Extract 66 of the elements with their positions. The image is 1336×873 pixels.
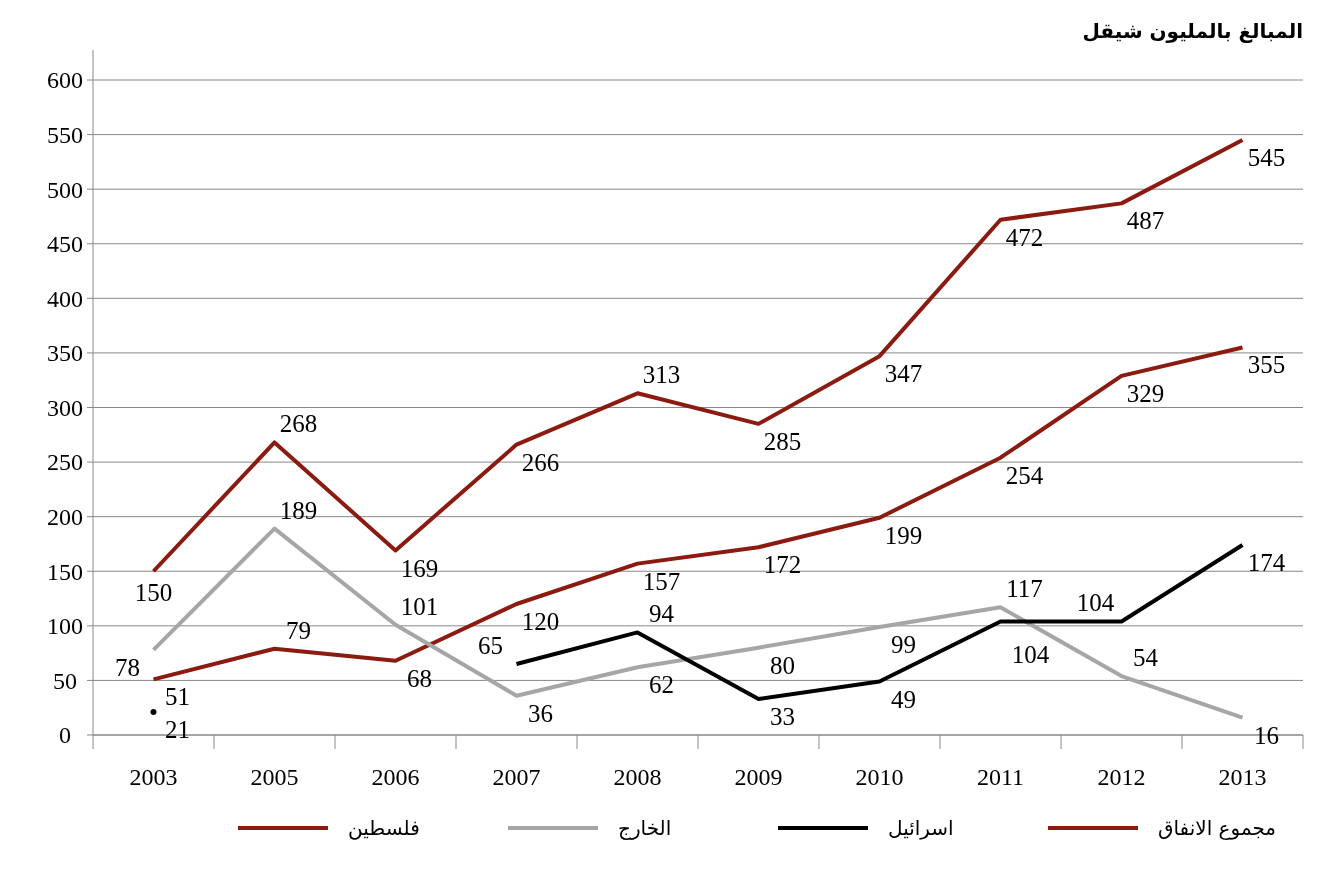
data-label: 80 [770, 651, 795, 679]
legend-label: فلسطين [348, 816, 420, 840]
data-label: 150 [134, 579, 173, 607]
data-label: 329 [1126, 379, 1165, 407]
data-label: 268 [279, 410, 318, 438]
data-label: 68 [407, 664, 432, 692]
data-label: 62 [649, 671, 674, 699]
data-label: 99 [891, 630, 916, 658]
x-tick-label: 2005 [250, 764, 299, 790]
data-label: 174 [1247, 549, 1286, 577]
data-label: 21 [165, 716, 190, 744]
data-label: 355 [1247, 351, 1286, 379]
y-tick-label: 50 [53, 667, 77, 694]
x-tick-label: 2008 [613, 764, 662, 790]
data-label: 169 [400, 554, 439, 582]
x-tick-label: 2003 [129, 764, 178, 790]
data-label: 266 [521, 448, 560, 476]
data-label: 172 [763, 551, 802, 579]
data-label: 313 [642, 361, 681, 389]
data-label: 157 [642, 567, 681, 595]
data-label: 254 [1005, 461, 1044, 489]
data-label: 117 [1006, 575, 1043, 603]
data-label: 104 [1076, 589, 1115, 617]
x-tick-label: 2011 [976, 764, 1025, 790]
data-label: 94 [649, 600, 675, 628]
y-tick-label: 250 [47, 449, 83, 476]
y-axis-title: المبالغ بالمليون شيقل [1082, 19, 1303, 43]
data-label: 36 [528, 699, 553, 727]
data-label: 51 [165, 683, 190, 711]
y-tick-label: 350 [47, 340, 83, 367]
data-label: 16 [1254, 721, 1279, 749]
data-label: 120 [521, 608, 560, 635]
data-label: 54 [1133, 644, 1159, 672]
legend-label: الخارج [618, 816, 672, 840]
y-tick-label: 200 [47, 504, 83, 531]
data-label: 285 [763, 427, 802, 455]
data-label: 347 [884, 360, 923, 388]
legend-label: اسرائيل [888, 816, 954, 840]
y-tick-label: 400 [47, 285, 83, 312]
x-tick-label: 2009 [734, 764, 783, 790]
data-label: 79 [286, 616, 311, 644]
x-tick-label: 2007 [492, 764, 541, 790]
data-label: 33 [770, 702, 795, 730]
x-tick-label: 2006 [371, 764, 420, 790]
x-tick-label: 2010 [855, 764, 904, 790]
y-tick-label: 150 [47, 558, 83, 585]
data-label: 49 [891, 685, 916, 713]
legend-label: مجموع الانفاق [1158, 816, 1277, 840]
y-tick-label: 600 [47, 67, 83, 94]
data-label: 78 [115, 653, 140, 681]
data-label: 472 [1005, 223, 1044, 251]
y-tick-label: 0 [59, 722, 71, 749]
data-label: 104 [1011, 641, 1050, 669]
y-tick-label: 500 [47, 176, 83, 203]
y-tick-label: 550 [47, 121, 83, 148]
data-label: 189 [279, 496, 318, 524]
y-tick-label: 450 [47, 231, 83, 258]
y-tick-label: 100 [47, 613, 83, 640]
data-label: 545 [1247, 144, 1286, 172]
x-tick-label: 2012 [1097, 764, 1146, 790]
x-tick-label: 2013 [1218, 764, 1267, 790]
data-label: 65 [478, 632, 503, 660]
data-label: 101 [400, 592, 439, 620]
y-tick-label: 300 [47, 394, 83, 421]
data-label: 487 [1126, 207, 1165, 235]
data-label: 199 [884, 521, 923, 549]
